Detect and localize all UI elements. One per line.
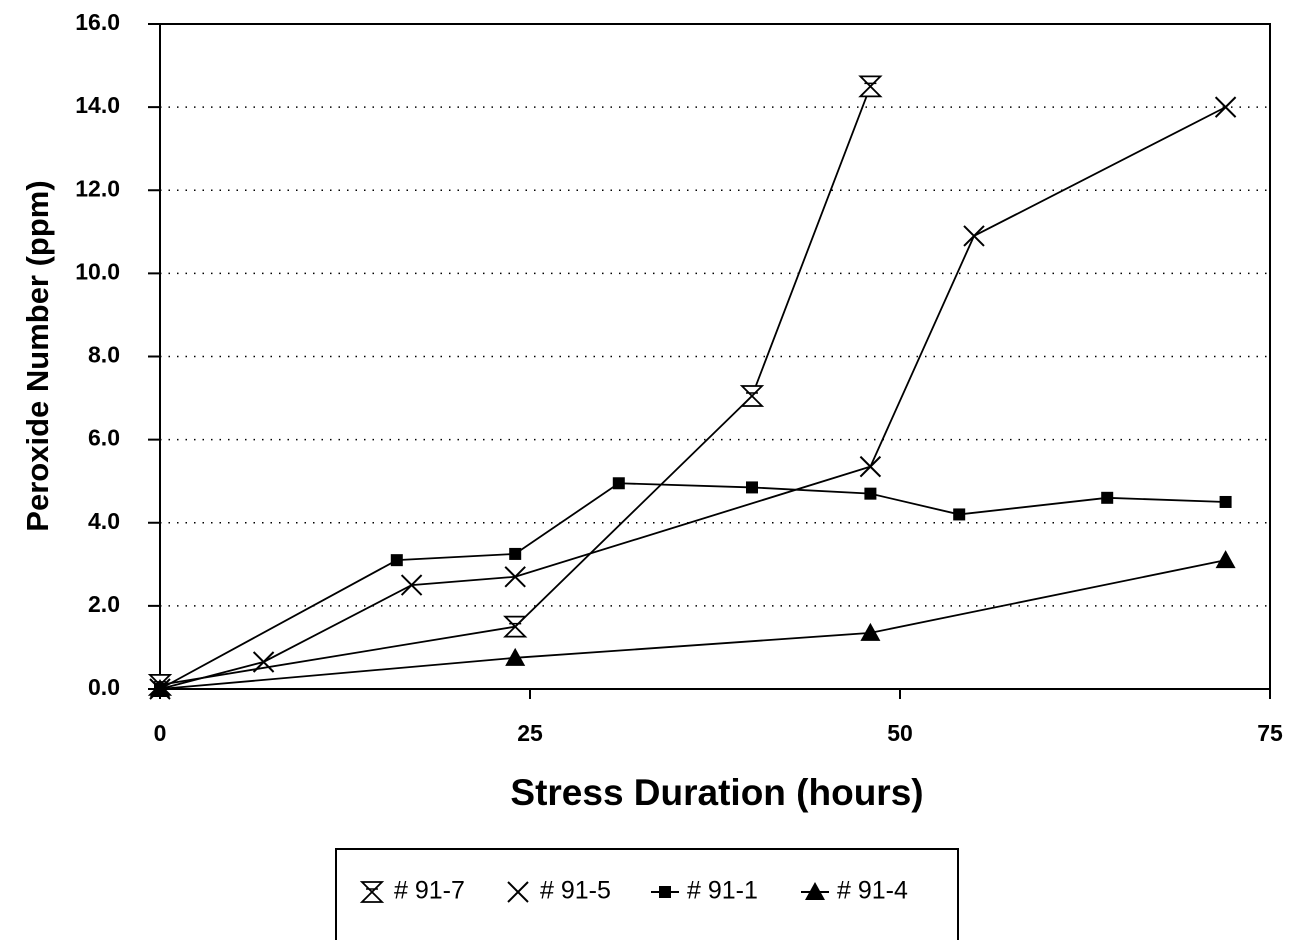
y-tick-label: 10.0 (75, 258, 120, 284)
marker-shape (805, 882, 825, 900)
marker-shape (400, 574, 423, 596)
marker-shape (858, 75, 883, 98)
marker-shape (860, 622, 881, 641)
series-line (159, 559, 1226, 690)
y-tick-label: 14.0 (75, 92, 120, 118)
marker-shape (1214, 96, 1237, 118)
marker-shape (1215, 550, 1236, 569)
marker (1101, 491, 1114, 504)
marker-shape (505, 647, 526, 666)
marker-shape (746, 481, 758, 494)
marker-shape (859, 455, 882, 478)
marker (504, 566, 526, 588)
marker-shape (150, 679, 170, 697)
marker (612, 477, 625, 490)
marker-shape (963, 225, 985, 247)
marker-shape (503, 615, 528, 638)
marker (359, 881, 385, 903)
marker (858, 75, 883, 98)
marker (963, 225, 985, 247)
y-tick-label: 4.0 (88, 508, 120, 534)
legend-box (335, 848, 959, 940)
y-axis-title: Peroxide Number (ppm) (20, 180, 55, 531)
x-tick-label: 75 (1257, 720, 1283, 746)
marker-shape (659, 886, 671, 898)
marker (390, 554, 403, 567)
y-tick-label: 2.0 (88, 591, 120, 617)
marker (252, 651, 275, 673)
marker (503, 615, 528, 638)
marker (864, 487, 877, 500)
marker-shape (864, 487, 877, 500)
marker-shape (1219, 495, 1232, 508)
marker-shape (509, 547, 522, 560)
x-axis-title: Stress Duration (hours) (510, 772, 923, 813)
x-tick-label: 25 (517, 720, 543, 746)
legend-label: # 91-5 (540, 877, 611, 905)
marker (1214, 96, 1237, 118)
x-tick-label: 0 (154, 720, 167, 746)
marker (150, 679, 170, 697)
marker-shape (612, 477, 625, 490)
legend-label: # 91-7 (394, 877, 465, 905)
marker-shape (390, 554, 403, 567)
marker-shape (1101, 491, 1114, 504)
y-tick-label: 16.0 (75, 9, 120, 35)
marker (1215, 550, 1236, 569)
marker (507, 881, 529, 903)
marker (746, 481, 758, 494)
marker (859, 455, 882, 478)
marker-shape (359, 881, 385, 903)
marker (400, 574, 423, 596)
marker-shape (252, 651, 275, 673)
marker-shape (507, 881, 529, 903)
marker (805, 882, 825, 900)
marker-shape (739, 385, 765, 407)
x-tick-label: 50 (887, 720, 913, 746)
marker (659, 886, 671, 898)
marker-shape (953, 508, 966, 521)
y-tick-label: 8.0 (88, 342, 120, 368)
marker (739, 385, 765, 407)
y-tick-label: 6.0 (88, 425, 120, 451)
marker (953, 508, 966, 521)
y-tick-label: 0.0 (88, 674, 120, 700)
series-line (159, 86, 872, 686)
marker-shape (504, 566, 526, 588)
marker (860, 622, 881, 641)
legend-label: # 91-4 (837, 877, 908, 905)
marker (505, 647, 526, 666)
legend-label: # 91-1 (687, 877, 758, 905)
y-tick-label: 12.0 (75, 175, 120, 201)
marker (1219, 495, 1232, 508)
marker (509, 547, 522, 560)
